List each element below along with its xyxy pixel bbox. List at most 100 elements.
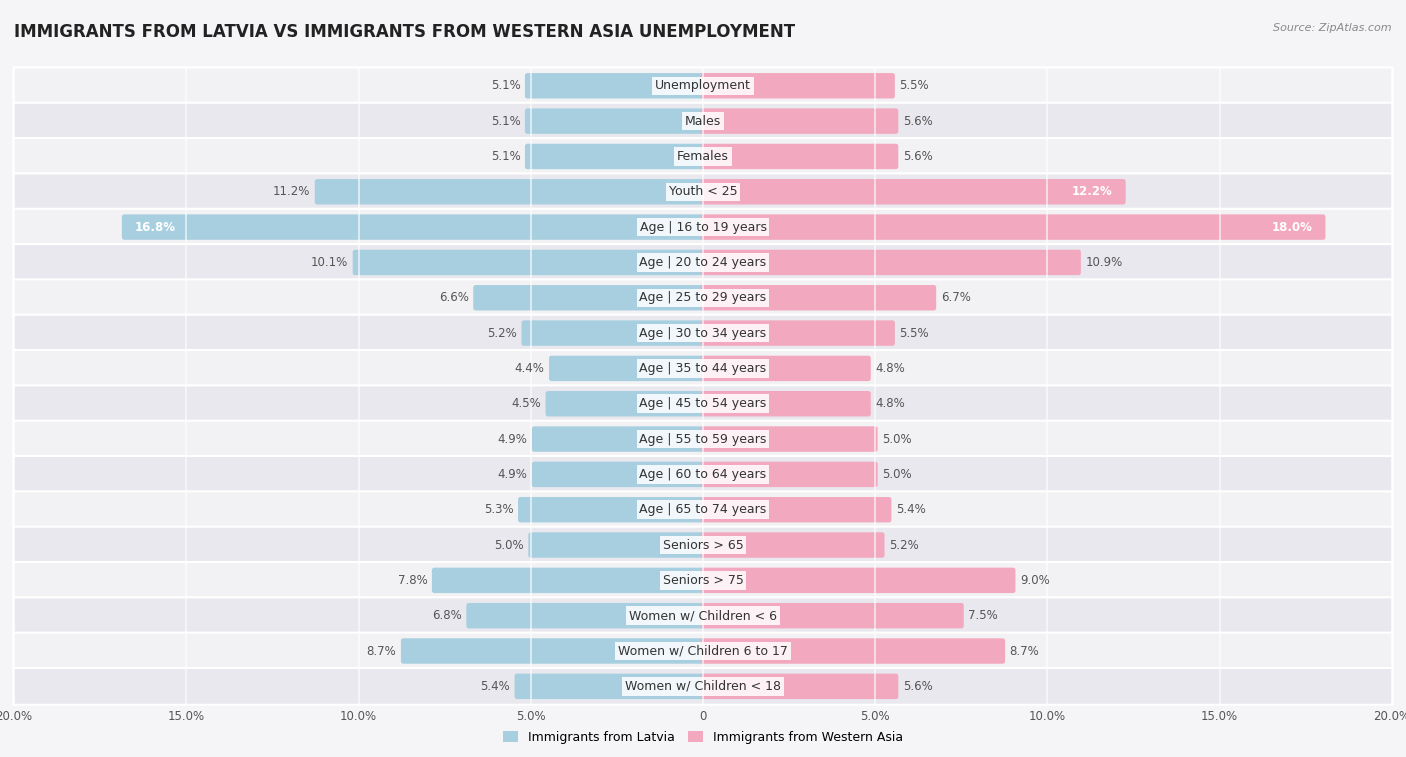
FancyBboxPatch shape	[700, 108, 898, 134]
FancyBboxPatch shape	[531, 426, 706, 452]
Text: Age | 35 to 44 years: Age | 35 to 44 years	[640, 362, 766, 375]
Text: 5.6%: 5.6%	[903, 150, 932, 163]
FancyBboxPatch shape	[700, 603, 963, 628]
Text: 5.1%: 5.1%	[491, 79, 520, 92]
FancyBboxPatch shape	[14, 173, 1392, 210]
Text: Males: Males	[685, 114, 721, 128]
Text: Age | 55 to 59 years: Age | 55 to 59 years	[640, 432, 766, 446]
FancyBboxPatch shape	[432, 568, 706, 593]
Legend: Immigrants from Latvia, Immigrants from Western Asia: Immigrants from Latvia, Immigrants from …	[498, 726, 908, 749]
FancyBboxPatch shape	[474, 285, 706, 310]
FancyBboxPatch shape	[531, 462, 706, 487]
Text: Source: ZipAtlas.com: Source: ZipAtlas.com	[1274, 23, 1392, 33]
Text: Seniors > 75: Seniors > 75	[662, 574, 744, 587]
FancyBboxPatch shape	[700, 532, 884, 558]
FancyBboxPatch shape	[529, 532, 706, 558]
Text: 5.4%: 5.4%	[481, 680, 510, 693]
FancyBboxPatch shape	[517, 497, 706, 522]
Text: 18.0%: 18.0%	[1272, 220, 1313, 234]
Text: Females: Females	[678, 150, 728, 163]
FancyBboxPatch shape	[700, 462, 877, 487]
Text: 5.1%: 5.1%	[491, 114, 520, 128]
FancyBboxPatch shape	[122, 214, 706, 240]
Text: 8.7%: 8.7%	[1010, 644, 1039, 658]
FancyBboxPatch shape	[546, 391, 706, 416]
FancyBboxPatch shape	[14, 67, 1392, 104]
FancyBboxPatch shape	[14, 562, 1392, 599]
Text: 6.7%: 6.7%	[941, 291, 970, 304]
FancyBboxPatch shape	[524, 144, 706, 169]
Text: 5.0%: 5.0%	[882, 468, 911, 481]
Text: 5.6%: 5.6%	[903, 680, 932, 693]
Text: 7.8%: 7.8%	[398, 574, 427, 587]
FancyBboxPatch shape	[14, 103, 1392, 139]
FancyBboxPatch shape	[700, 179, 1126, 204]
FancyBboxPatch shape	[700, 638, 1005, 664]
FancyBboxPatch shape	[700, 497, 891, 522]
FancyBboxPatch shape	[14, 209, 1392, 245]
FancyBboxPatch shape	[515, 674, 706, 699]
Text: Age | 20 to 24 years: Age | 20 to 24 years	[640, 256, 766, 269]
Text: 4.9%: 4.9%	[498, 432, 527, 446]
FancyBboxPatch shape	[14, 597, 1392, 634]
FancyBboxPatch shape	[700, 214, 1326, 240]
Text: Age | 25 to 29 years: Age | 25 to 29 years	[640, 291, 766, 304]
FancyBboxPatch shape	[14, 279, 1392, 316]
Text: 5.0%: 5.0%	[882, 432, 911, 446]
FancyBboxPatch shape	[14, 633, 1392, 669]
Text: Unemployment: Unemployment	[655, 79, 751, 92]
Text: 5.5%: 5.5%	[900, 326, 929, 340]
FancyBboxPatch shape	[700, 356, 870, 381]
Text: Youth < 25: Youth < 25	[669, 185, 737, 198]
FancyBboxPatch shape	[14, 315, 1392, 351]
FancyBboxPatch shape	[522, 320, 706, 346]
FancyBboxPatch shape	[14, 491, 1392, 528]
Text: 9.0%: 9.0%	[1019, 574, 1050, 587]
FancyBboxPatch shape	[14, 244, 1392, 281]
FancyBboxPatch shape	[14, 668, 1392, 705]
Text: 4.8%: 4.8%	[875, 397, 905, 410]
Text: 5.1%: 5.1%	[491, 150, 520, 163]
FancyBboxPatch shape	[14, 456, 1392, 493]
FancyBboxPatch shape	[14, 527, 1392, 563]
FancyBboxPatch shape	[548, 356, 706, 381]
FancyBboxPatch shape	[700, 426, 877, 452]
FancyBboxPatch shape	[700, 144, 898, 169]
FancyBboxPatch shape	[14, 138, 1392, 175]
Text: Age | 16 to 19 years: Age | 16 to 19 years	[640, 220, 766, 234]
Text: 6.6%: 6.6%	[439, 291, 468, 304]
FancyBboxPatch shape	[467, 603, 706, 628]
Text: 5.6%: 5.6%	[903, 114, 932, 128]
FancyBboxPatch shape	[700, 674, 898, 699]
Text: 5.0%: 5.0%	[495, 538, 524, 552]
FancyBboxPatch shape	[315, 179, 706, 204]
FancyBboxPatch shape	[700, 285, 936, 310]
FancyBboxPatch shape	[700, 73, 894, 98]
FancyBboxPatch shape	[353, 250, 706, 275]
Text: IMMIGRANTS FROM LATVIA VS IMMIGRANTS FROM WESTERN ASIA UNEMPLOYMENT: IMMIGRANTS FROM LATVIA VS IMMIGRANTS FRO…	[14, 23, 796, 41]
Text: 4.4%: 4.4%	[515, 362, 544, 375]
Text: 5.2%: 5.2%	[889, 538, 918, 552]
Text: 16.8%: 16.8%	[135, 220, 176, 234]
Text: Women w/ Children < 18: Women w/ Children < 18	[626, 680, 780, 693]
Text: 10.1%: 10.1%	[311, 256, 349, 269]
Text: Women w/ Children < 6: Women w/ Children < 6	[628, 609, 778, 622]
Text: 4.9%: 4.9%	[498, 468, 527, 481]
Text: 12.2%: 12.2%	[1073, 185, 1114, 198]
Text: 4.5%: 4.5%	[512, 397, 541, 410]
FancyBboxPatch shape	[700, 250, 1081, 275]
Text: Women w/ Children 6 to 17: Women w/ Children 6 to 17	[619, 644, 787, 658]
Text: 5.2%: 5.2%	[488, 326, 517, 340]
FancyBboxPatch shape	[700, 568, 1015, 593]
FancyBboxPatch shape	[700, 391, 870, 416]
Text: 5.3%: 5.3%	[484, 503, 513, 516]
FancyBboxPatch shape	[524, 108, 706, 134]
Text: 10.9%: 10.9%	[1085, 256, 1122, 269]
FancyBboxPatch shape	[14, 421, 1392, 457]
Text: Age | 45 to 54 years: Age | 45 to 54 years	[640, 397, 766, 410]
Text: Age | 60 to 64 years: Age | 60 to 64 years	[640, 468, 766, 481]
Text: 5.4%: 5.4%	[896, 503, 925, 516]
Text: 5.5%: 5.5%	[900, 79, 929, 92]
FancyBboxPatch shape	[14, 385, 1392, 422]
FancyBboxPatch shape	[401, 638, 706, 664]
